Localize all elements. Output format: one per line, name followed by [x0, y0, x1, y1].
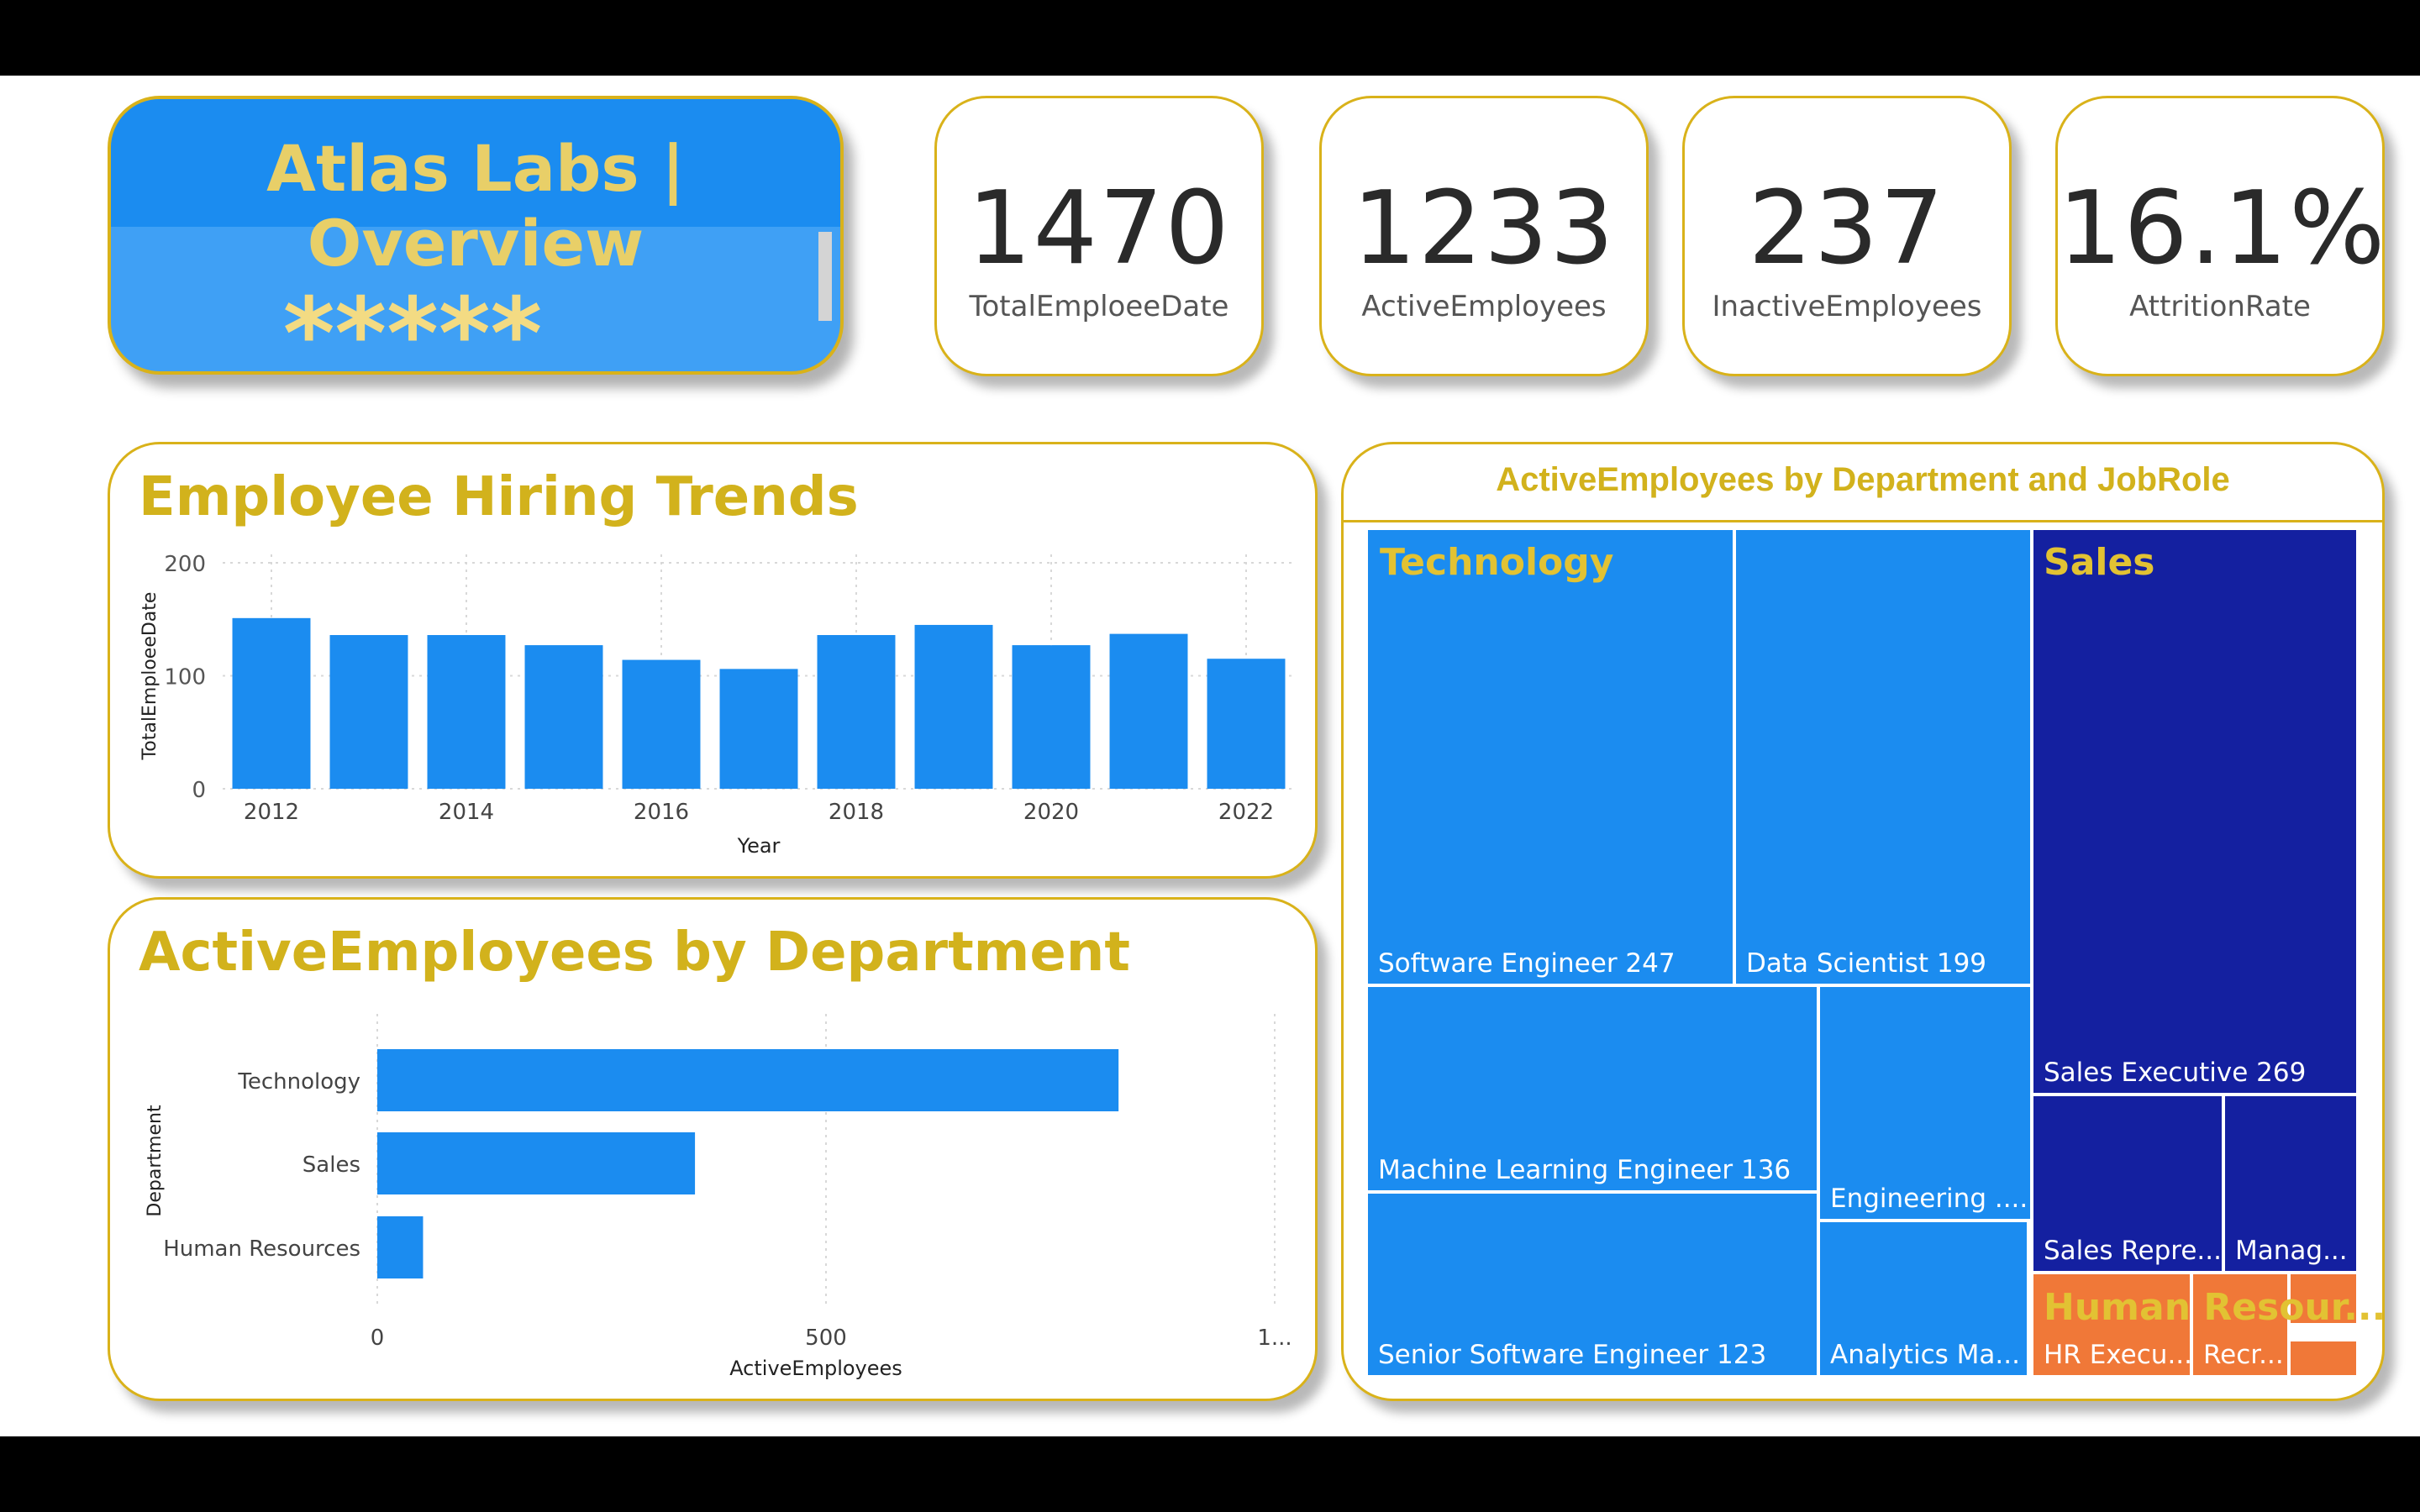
y-tick-label: 0: [192, 778, 206, 803]
bar: [377, 1049, 1119, 1111]
x-tick-label: 500: [805, 1326, 847, 1351]
kpi-value: 1233: [1352, 171, 1616, 287]
treemap-chart: Software Engineer 247 Data Scientist 199 M…: [1368, 530, 2385, 1375]
kpi-value: 237: [1748, 171, 1946, 287]
kpi-label: TotalEmploeeDate: [969, 290, 1229, 323]
treemap-title: ActiveEmployees by Department and JobRol…: [1496, 461, 2230, 498]
department-bar-title: ActiveEmployees by Department: [139, 921, 1130, 984]
treemap-tile: [2225, 1096, 2356, 1271]
bar: [377, 1132, 696, 1194]
hiring-trends-title: Employee Hiring Trends: [139, 466, 859, 528]
bar: [329, 635, 408, 789]
y-tick-label: 200: [164, 552, 206, 577]
treemap-tile: [2033, 1274, 2190, 1375]
bar: [1012, 645, 1091, 789]
bar: [914, 624, 993, 789]
treemap-tile-label: Software Engineer 247: [1378, 948, 1676, 979]
treemap-tile-label: Manag...: [2235, 1236, 2348, 1266]
hiring-trends-panel: Employee Hiring Trends 0 100 200 2012 2014 20…: [108, 442, 1318, 879]
kpi-label: AttritionRate: [2129, 290, 2311, 323]
treemap-tile-label: Data Scientist 199: [1746, 948, 1986, 979]
bar: [1109, 633, 1188, 789]
treemap-group-label: Human Resour...: [2044, 1286, 2385, 1329]
treemap-tile-label: Sales Repre...: [2044, 1236, 2222, 1266]
title-banner: [111, 99, 840, 227]
treemap-tile-label: Senior Software Engineer 123: [1378, 1340, 1766, 1370]
kpi-label: InactiveEmployees: [1712, 290, 1982, 323]
treemap-tile: [1820, 1222, 2027, 1375]
x-tick-label: 0: [371, 1326, 385, 1351]
x-axis-title: Year: [737, 834, 781, 856]
treemap-group-label: Technology: [1380, 541, 1613, 584]
bar: [377, 1216, 424, 1278]
x-tick-label: 2012: [244, 800, 299, 825]
hiring-trends-chart: 0 100 200 2012 2014 2016 2018 2020 2022 Year Total…: [139, 552, 1295, 856]
x-tick-label: 2018: [829, 800, 884, 825]
x-tick-label: 2020: [1023, 800, 1079, 825]
y-tick-label: Technology: [237, 1069, 360, 1095]
treemap-tile: [1368, 530, 1733, 984]
treemap-tile: [1820, 987, 2030, 1219]
x-tick-label: 2014: [439, 800, 494, 825]
dashboard-title-card: Atlas Labs | Overview *****: [108, 96, 844, 375]
kpi-card-attrition-rate: 16.1% AttritionRate: [2055, 96, 2385, 376]
department-bar-chart: 0 500 1... Technology Sales Human Resources Ac…: [145, 1014, 1292, 1380]
rating-stars: *****: [282, 276, 543, 375]
dashboard-title: Atlas Labs | Overview: [266, 131, 685, 281]
treemap-tile: [2033, 530, 2356, 1093]
treemap-tile-label: Sales Executive 269: [2044, 1058, 2306, 1088]
treemap-tile: [1736, 530, 2030, 984]
scrollbar[interactable]: [818, 232, 832, 321]
bar: [719, 669, 798, 789]
treemap-group-label: Sales: [2044, 541, 2155, 584]
x-tick-label: 1...: [1257, 1326, 1292, 1351]
bar: [1207, 659, 1286, 789]
y-tick-label: 100: [164, 665, 206, 690]
treemap-tile: [2291, 1341, 2356, 1375]
bar: [524, 645, 603, 789]
x-tick-label: 2016: [634, 800, 689, 825]
kpi-label: ActiveEmployees: [1361, 290, 1607, 323]
kpi-value: 1470: [967, 171, 1231, 287]
bar: [232, 617, 311, 789]
bar: [622, 659, 701, 789]
kpi-card-active-employees: 1233 ActiveEmployees: [1319, 96, 1649, 376]
x-axis-title: ActiveEmployees: [729, 1357, 902, 1380]
treemap-tile-label: Recr...: [2203, 1340, 2284, 1370]
treemap-panel: ActiveEmployees by Department and JobRol…: [1341, 442, 2385, 1401]
x-tick-label: 2022: [1218, 800, 1274, 825]
treemap-tile-label: Machine Learning Engineer 136: [1378, 1155, 1791, 1185]
y-axis-title: TotalEmploeeDate: [139, 592, 160, 761]
y-tick-label: Human Resources: [163, 1236, 360, 1262]
treemap-tile-label: Engineering ......: [1830, 1184, 2044, 1214]
department-bar-panel: ActiveEmployees by Department 0 500 1... Te…: [108, 897, 1318, 1401]
bar: [817, 635, 896, 789]
kpi-card-total-employees: 1470 TotalEmploeeDate: [934, 96, 1264, 376]
treemap-tile: [2193, 1274, 2287, 1375]
treemap-title-divider: [1344, 520, 2382, 522]
treemap-tile-label: HR Execu...: [2044, 1340, 2192, 1370]
y-axis-title: Department: [145, 1105, 166, 1217]
bar: [427, 635, 506, 789]
treemap-tile: [1368, 1194, 1817, 1375]
treemap-tile-label: Analytics Ma...: [1830, 1340, 2020, 1370]
treemap-tile: [2033, 1096, 2222, 1271]
treemap-tile: [1368, 987, 1817, 1190]
kpi-card-inactive-employees: 237 InactiveEmployees: [1682, 96, 2012, 376]
kpi-value: 16.1%: [2058, 171, 2387, 287]
y-tick-label: Sales: [302, 1152, 360, 1178]
treemap-tile: [2291, 1274, 2356, 1323]
